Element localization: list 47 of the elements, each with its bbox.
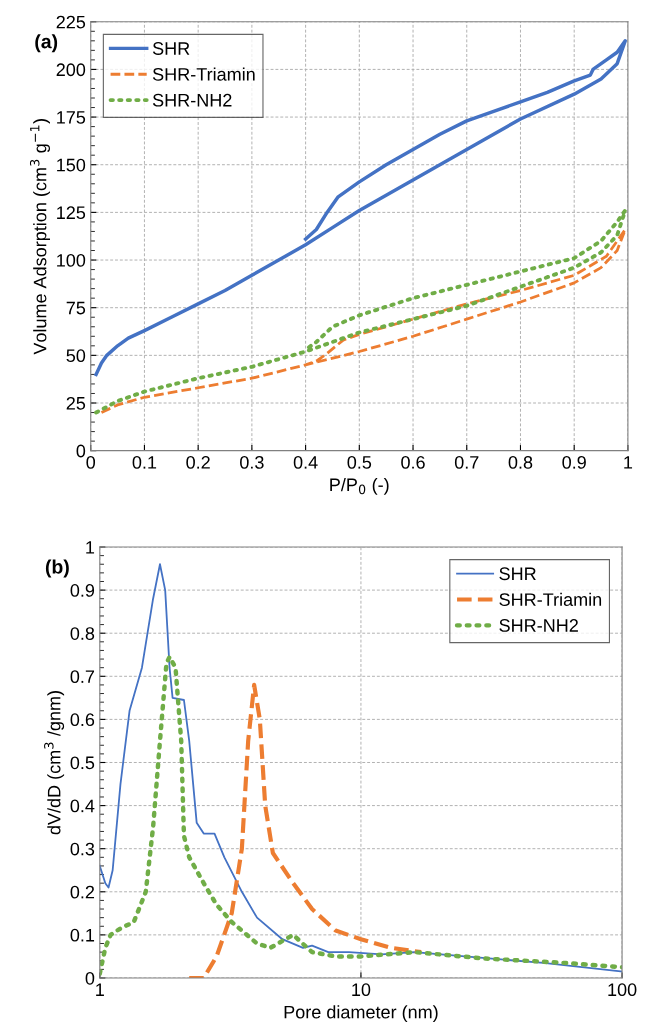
x-tick-label: 0.4: [293, 456, 318, 469]
x-tick-label: 0.6: [401, 456, 425, 469]
x-tick-label: 1: [96, 983, 104, 996]
x-tick-label: 0.7: [454, 456, 479, 469]
x-axis-title: P/P$_{0}$ (-): [330, 477, 389, 495]
y-tick-label: 175: [57, 111, 86, 124]
x-tick-label: 100: [608, 983, 637, 997]
y-tick-label: 0.8: [70, 627, 95, 640]
text: (b): [45, 559, 69, 578]
line-series: [94, 39, 627, 377]
y-axis-title: Volume Adsorption (cm$^{3}$ g$^{−1}$): [29, 119, 50, 355]
legend-label: SHR-NH2: [152, 93, 232, 107]
x-tick-label: 0.8: [508, 456, 533, 469]
y-tick-label: 100: [57, 253, 86, 267]
y-tick-label: 50: [66, 349, 86, 363]
y-tick-label: 0: [76, 444, 86, 458]
y-tick-label: 0: [85, 971, 95, 985]
legend-label: SHR: [499, 567, 536, 581]
x-tick-label: 0.9: [562, 456, 586, 469]
y-tick-label: 225: [56, 15, 86, 29]
y-tick-label: 0.7: [70, 670, 95, 684]
x-tick-label: 0.3: [240, 456, 264, 469]
y-tick-label: 125: [57, 206, 86, 220]
y-tick-label: 0.6: [70, 713, 95, 727]
y-tick-label: 0.1: [70, 928, 95, 942]
y-tick-label: 0.2: [70, 885, 95, 899]
x-axis-title: Pore diameter (nm): [284, 1005, 438, 1023]
y-tick-label: 25: [66, 396, 86, 410]
y-tick-label: 0.3: [70, 842, 95, 856]
x-tick-label: 1: [624, 456, 633, 469]
x-tick-label: 0.2: [186, 456, 210, 469]
legend-label: SHR-Triamin: [152, 67, 255, 81]
legend-label: SHR-Triamin: [499, 592, 602, 606]
text: (a): [35, 34, 58, 53]
x-tick-label: 10: [352, 983, 371, 997]
y-tick-label: 200: [56, 63, 86, 77]
x-tick-label: 0.5: [347, 456, 372, 469]
y-tick-label: 0.4: [70, 799, 95, 813]
y-tick-label: 1: [86, 541, 95, 554]
legend-label: SHR: [152, 42, 190, 55]
y-axis-title: dV/dD (cm$^{3}$ /gnm): [44, 691, 65, 835]
y-tick-label: 150: [57, 158, 86, 172]
y-tick-label: 75: [66, 301, 86, 315]
y-tick-label: 0.5: [70, 756, 95, 770]
legend-label: SHR-NH2: [499, 619, 578, 632]
y-tick-label: 0.9: [70, 584, 95, 597]
x-tick-label: 0.1: [132, 456, 157, 469]
